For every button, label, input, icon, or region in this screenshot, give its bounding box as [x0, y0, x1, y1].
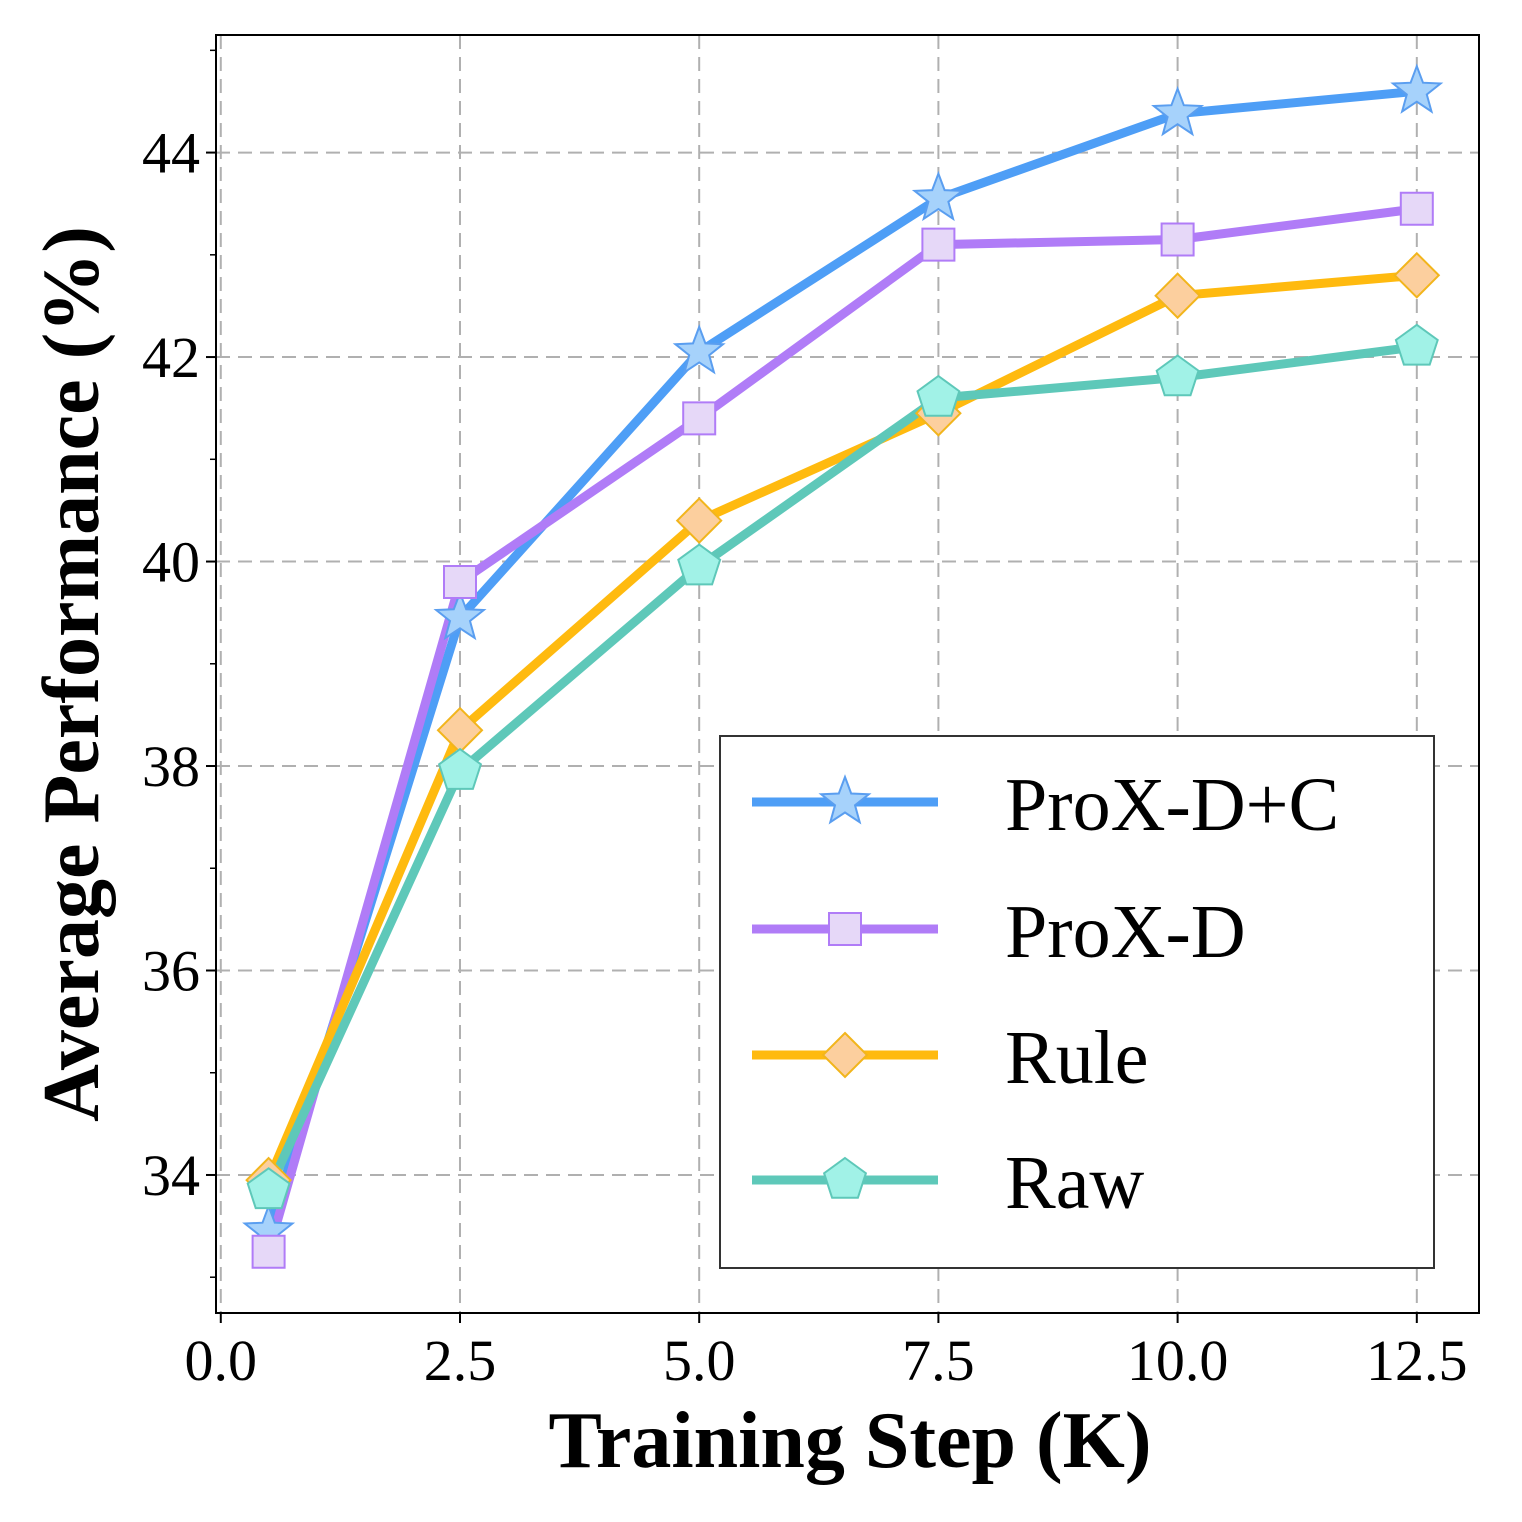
- point-prox-d: [1160, 222, 1195, 257]
- legend-marker-rule: [821, 1031, 869, 1079]
- y-tick-label: 40: [142, 530, 200, 595]
- series-line-prox-d: [264, 204, 1422, 1257]
- y-tick-label: 38: [142, 734, 200, 799]
- x-axis-title: Training Step (K): [548, 1397, 1151, 1485]
- y-tick-label: 36: [142, 938, 200, 1003]
- y-axis-title: Average Performance (%): [28, 226, 116, 1122]
- y-tick-label: 44: [142, 121, 200, 186]
- legend-marker-prox-d-c: [818, 774, 872, 825]
- plot-frame: [215, 34, 1480, 1314]
- point-prox-d-c: [433, 589, 487, 641]
- point-rule: [1393, 251, 1441, 299]
- point-prox-d-c: [911, 170, 965, 222]
- point-prox-d-c: [1390, 63, 1444, 114]
- point-prox-d-c: [1151, 85, 1205, 137]
- point-raw: [246, 1167, 291, 1210]
- x-tick-label: 10.0: [1127, 1328, 1229, 1393]
- point-raw: [437, 747, 483, 790]
- legend-label-prox-d: ProX-D: [1005, 890, 1246, 974]
- point-raw: [677, 543, 722, 586]
- point-raw: [1155, 354, 1200, 397]
- legend-marker-prox-d: [828, 912, 862, 946]
- series-line-prox-d-c: [264, 86, 1422, 1236]
- x-tick-label: 5.0: [663, 1328, 736, 1393]
- x-tick-label: 12.5: [1366, 1328, 1468, 1393]
- point-prox-d: [251, 1234, 286, 1269]
- series-line-raw: [264, 342, 1422, 1195]
- point-prox-d: [921, 227, 956, 262]
- point-prox-d-c: [672, 324, 726, 375]
- axis-ticks: [206, 49, 1418, 1323]
- point-rule: [1154, 272, 1202, 320]
- series-line-rule: [264, 270, 1422, 1185]
- legend-label-prox-d-c: ProX-D+C: [1005, 763, 1339, 847]
- x-tick-label: 7.5: [902, 1328, 975, 1393]
- point-prox-d: [682, 401, 717, 436]
- tick-labels: 0.0 2.5 5.0 7.5 10.0 12.5 34 36 38 40 42 44: [142, 121, 1468, 1393]
- legend-marker-raw: [822, 1156, 868, 1199]
- point-raw: [1394, 323, 1439, 366]
- x-tick-label: 2.5: [424, 1328, 497, 1393]
- y-tick-label: 42: [142, 325, 200, 390]
- point-prox-d: [443, 565, 477, 599]
- y-tick-label: 34: [142, 1143, 200, 1208]
- series-markers: [242, 63, 1444, 1269]
- point-prox-d: [1399, 191, 1434, 226]
- point-rule: [675, 497, 723, 545]
- legend-label-raw: Raw: [1005, 1141, 1144, 1225]
- series-lines: [264, 86, 1422, 1257]
- legend-label-rule: Rule: [1005, 1016, 1149, 1100]
- x-tick-label: 0.0: [185, 1328, 258, 1393]
- legend: ProX-D+C ProX-D Rule Raw: [719, 735, 1435, 1269]
- point-raw: [916, 374, 961, 417]
